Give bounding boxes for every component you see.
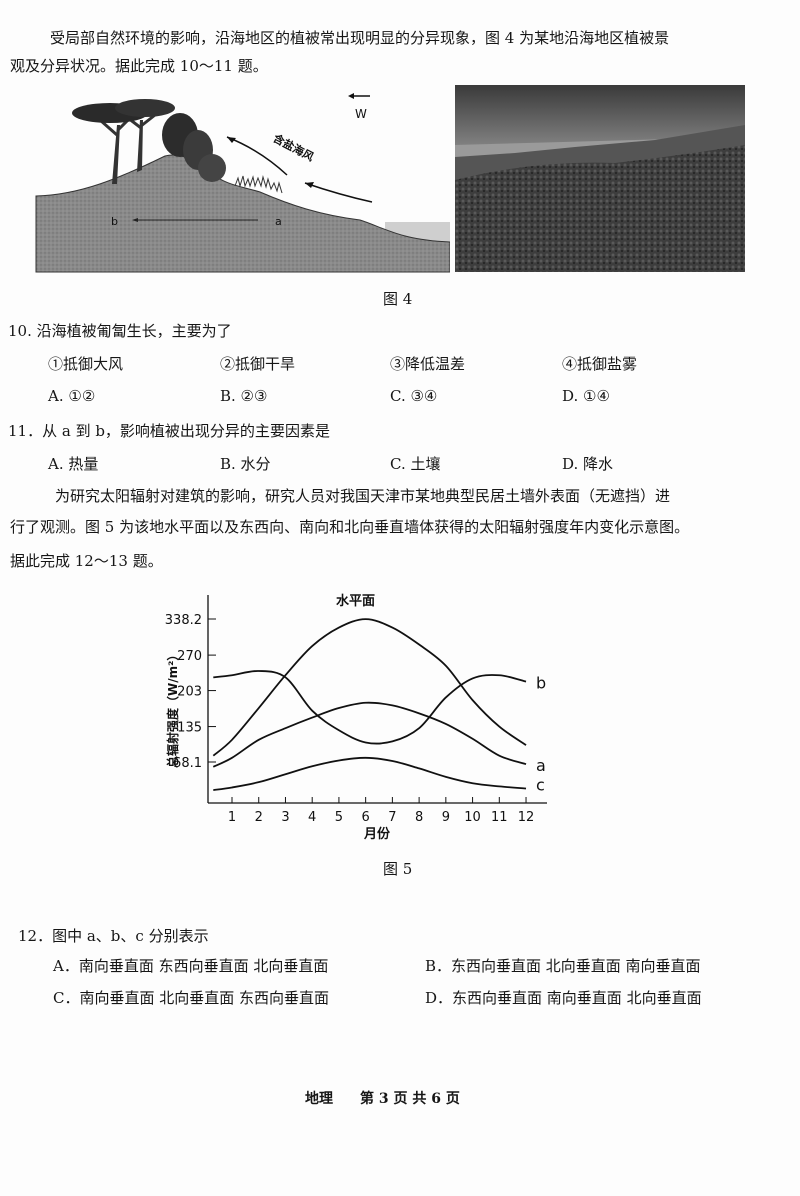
wind-label: 含盐海风 [270, 130, 316, 163]
para2-line-3: 据此完成 12～13 题。 [10, 552, 163, 570]
x-tick-label: 3 [281, 810, 289, 825]
q10-item-4: ④抵御盐雾 [562, 355, 638, 373]
y-tick-label: 68.1 [173, 756, 202, 771]
figure-4-caption: 图 4 [383, 290, 413, 308]
wind-arrow-icon [304, 182, 373, 203]
q10-option-a[interactable]: A. ①② [48, 387, 96, 405]
q10-item-3: ③降低温差 [390, 355, 466, 373]
direction-label: W [355, 107, 367, 121]
q12-option-d[interactable]: D．东西向垂直面 南向垂直面 北向垂直面 [425, 989, 702, 1007]
para2-line-1: 为研究太阳辐射对建筑的影响，研究人员对我国天津市某地典型民居土墙外表面（无遮挡）… [55, 487, 671, 505]
y-tick-label: 270 [177, 649, 202, 664]
x-tick-label: 10 [464, 810, 481, 825]
hill-cross-section [35, 154, 450, 273]
grass-icon [234, 175, 283, 194]
figure-5-caption: 图 5 [383, 860, 413, 878]
q12-option-b[interactable]: B．东西向垂直面 北向垂直面 南向垂直面 [425, 957, 701, 975]
x-tick-label: 8 [415, 810, 423, 825]
q10-item-1: ①抵御大风 [48, 355, 124, 373]
shrubs-icon [162, 113, 226, 182]
point-b-label: b [111, 215, 118, 228]
q10-option-b[interactable]: B. ②③ [220, 387, 268, 405]
q10-stem: 10. 沿海植被匍匐生长，主要为了 [8, 322, 232, 340]
intro-line-1: 受局部自然环境的影响，沿海地区的植被常出现明显的分异现象，图 4 为某地沿海地区… [50, 29, 670, 47]
x-tick-label: 11 [491, 810, 508, 825]
series-label-b: b [536, 674, 546, 693]
q10-option-c[interactable]: C. ③④ [390, 387, 438, 405]
point-a-label: a [275, 215, 282, 228]
x-tick-label: 4 [308, 810, 316, 825]
x-tick-label: 1 [228, 810, 236, 825]
x-tick-label: 6 [362, 810, 370, 825]
trees-icon [72, 99, 175, 184]
series-line-a [212, 701, 527, 768]
x-tick-label: 5 [335, 810, 343, 825]
coastal-vegetation-diagram: 含盐海风 W b a [35, 93, 450, 273]
series-line-horizontal [212, 618, 527, 757]
q12-stem: 12．图中 a、b、c 分别表示 [18, 927, 209, 945]
q11-option-a[interactable]: A. 热量 [48, 455, 99, 473]
y-axis-label: 总辐射强度（W/m²） [165, 649, 180, 768]
para2-line-2: 行了观测。图 5 为该地水平面以及东西向、南向和北向垂直墙体获得的太阳辐射强度年… [10, 518, 690, 536]
series-label-a: a [536, 756, 546, 775]
q11-option-d[interactable]: D. 降水 [562, 455, 614, 473]
q11-option-c[interactable]: C. 土壤 [390, 455, 441, 473]
q10-item-2: ②抵御干旱 [220, 355, 296, 373]
intro-line-2: 观及分异状况。据此完成 10～11 题。 [10, 57, 268, 75]
footer-page-number: 第 3 页 共 6 页 [360, 1091, 460, 1107]
q12-option-a[interactable]: A．南向垂直面 东西向垂直面 北向垂直面 [53, 957, 329, 975]
coastal-photo [455, 85, 745, 272]
x-axis-label: 月份 [363, 826, 391, 842]
q12-option-c[interactable]: C．南向垂直面 北向垂直面 东西向垂直面 [53, 989, 330, 1007]
q11-option-b[interactable]: B. 水分 [220, 455, 271, 473]
y-tick-label: 203 [177, 685, 202, 700]
q11-stem: 11．从 a 到 b，影响植被出现分异的主要因素是 [8, 422, 330, 440]
y-tick-label: 338.2 [165, 613, 202, 628]
x-tick-label: 9 [442, 810, 450, 825]
series-line-b [213, 670, 527, 745]
x-tick-label: 12 [518, 810, 535, 825]
y-tick-label: 135 [177, 721, 202, 736]
q10-option-d[interactable]: D. ①④ [562, 387, 610, 405]
x-tick-label: 7 [388, 810, 396, 825]
series-label-horizontal: 水平面 [336, 593, 375, 609]
footer-subject: 地理 [305, 1091, 333, 1107]
series-line-c [213, 756, 527, 791]
x-tick-label: 2 [255, 810, 263, 825]
series-label-c: c [536, 776, 545, 795]
